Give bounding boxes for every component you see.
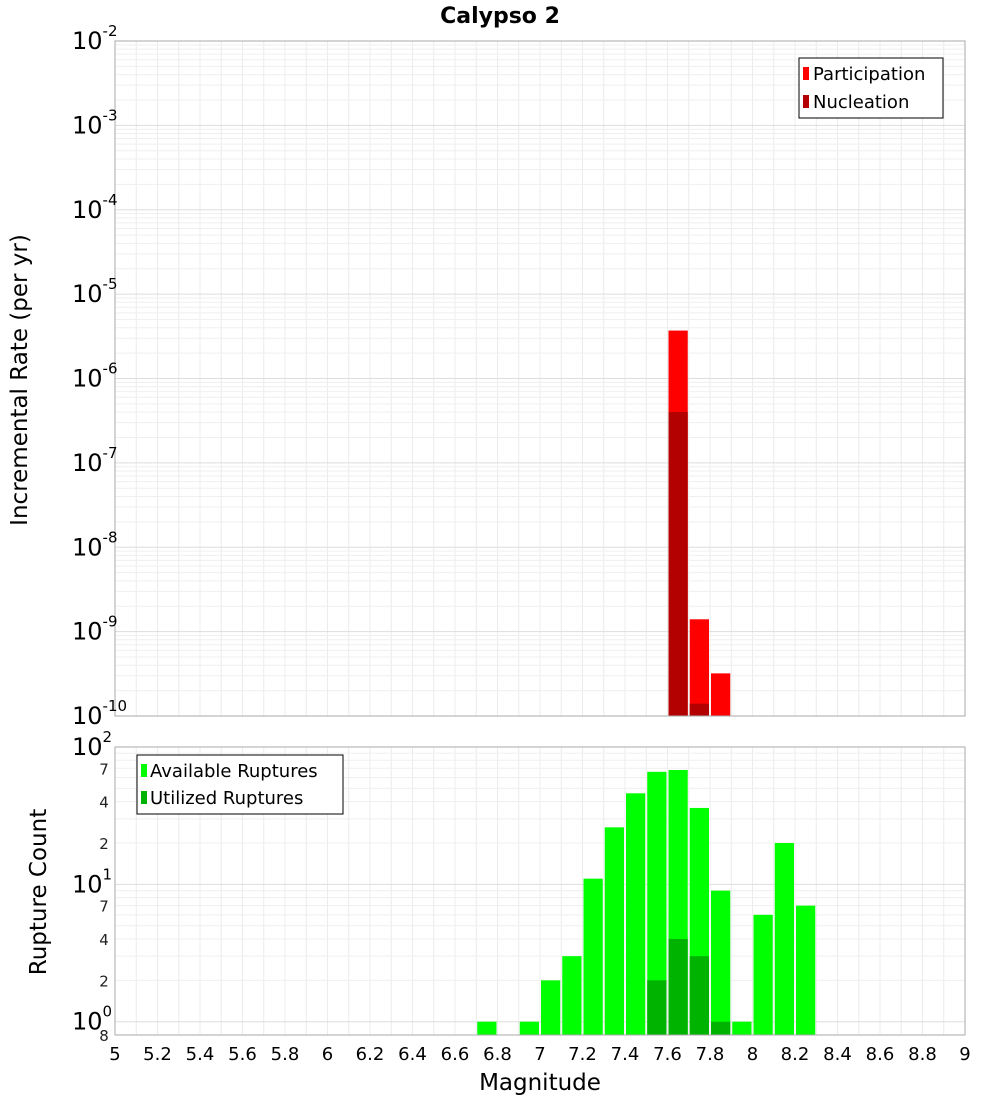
bottom-y-tick-labels: 100 101 102 8 2 4 7 2 4 7 [72, 728, 112, 1045]
top-y-tick-label: 10-7 [72, 444, 118, 477]
available-ruptures-bar [626, 793, 646, 1035]
bottom-plot: 100 101 102 8 2 4 7 2 4 7 5 5.2 5.4 5.6 5.8 6 6.2 6.4 6.6… [26, 728, 971, 1096]
x-tick-label: 5.4 [186, 1044, 215, 1065]
top-y-tick-label: 10-10 [72, 697, 127, 730]
top-y-tick-label: 10-3 [72, 106, 118, 139]
x-tick-label: 7.2 [568, 1044, 597, 1065]
bottom-y-minor-label: 2 [99, 835, 109, 853]
legend-label-nucleation: Nucleation [813, 92, 909, 113]
legend-swatch-available [141, 764, 147, 777]
legend-label-utilized: Utilized Ruptures [150, 788, 303, 809]
x-tick-label: 5.2 [143, 1044, 172, 1065]
x-tick-label: 8 [747, 1044, 758, 1065]
x-tick-label: 8.8 [908, 1044, 937, 1065]
utilized-ruptures-bar [647, 980, 667, 1035]
top-y-axis-label: Incremental Rate (per yr) [7, 234, 33, 526]
available-ruptures-bar [753, 914, 773, 1035]
x-tick-label: 6 [322, 1044, 333, 1065]
available-ruptures-bar [774, 843, 794, 1035]
x-tick-label: 7 [534, 1044, 545, 1065]
top-y-tick-label: 10-9 [72, 613, 118, 646]
available-ruptures-bar [647, 771, 667, 1035]
legend-swatch-nucleation [803, 95, 809, 108]
x-tick-label: 5.8 [271, 1044, 300, 1065]
bottom-y-minor-label: 2 [99, 972, 109, 990]
bottom-y-major-label: 101 [72, 865, 112, 898]
chart-title: Calypso 2 [440, 4, 560, 29]
utilized-ruptures-bar [689, 956, 709, 1035]
participation-bar [689, 619, 709, 716]
bottom-plot-bars [477, 770, 816, 1035]
nucleation-bar [668, 412, 688, 716]
x-tick-label: 7.4 [611, 1044, 640, 1065]
legend-label-participation: Participation [813, 64, 925, 85]
legend-label-available: Available Ruptures [150, 761, 318, 782]
legend-swatch-participation [803, 67, 809, 80]
available-ruptures-bar [519, 1021, 539, 1035]
available-ruptures-bar [583, 878, 603, 1035]
available-ruptures-bar [604, 827, 624, 1035]
x-tick-label: 6.4 [398, 1044, 427, 1065]
top-y-tick-label: 10-2 [72, 22, 118, 55]
bottom-y-major-label: 102 [72, 728, 112, 761]
x-tick-label: 5 [109, 1044, 120, 1065]
x-tick-label: 8.6 [866, 1044, 895, 1065]
top-y-tick-label: 10-5 [72, 275, 118, 308]
legend-swatch-utilized [141, 791, 147, 804]
available-ruptures-bar [562, 956, 582, 1035]
top-plot-grid [114, 41, 966, 717]
bottom-legend-box [136, 754, 344, 815]
x-tick-label: 6.6 [441, 1044, 470, 1065]
x-tick-label: 9 [959, 1044, 970, 1065]
top-plot-bars [668, 330, 731, 716]
top-plot-frame [114, 40, 966, 717]
available-ruptures-bar [796, 905, 816, 1035]
x-tick-label: 8.4 [823, 1044, 852, 1065]
x-axis-label: Magnitude [479, 1070, 601, 1096]
participation-bar [711, 673, 731, 716]
top-legend: Participation Nucleation [798, 57, 944, 119]
x-tick-label: 6.8 [483, 1044, 512, 1065]
bottom-legend: Available Ruptures Utilized Ruptures [136, 754, 344, 815]
top-y-tick-label: 10-8 [72, 528, 118, 561]
available-ruptures-bar [477, 1021, 497, 1035]
top-y-tick-labels: 10-10 10-9 10-8 10-7 10-6 10-5 10-4 10-3 10-2 [72, 22, 127, 730]
bottom-plot-frame [114, 746, 966, 1036]
available-ruptures-bar [711, 890, 731, 1035]
utilized-ruptures-bar [711, 1021, 731, 1035]
x-tick-label: 5.6 [228, 1044, 257, 1065]
available-ruptures-bar [732, 1021, 752, 1035]
bottom-y-minor-label: 4 [99, 794, 109, 812]
x-tick-label: 8.2 [781, 1044, 810, 1065]
x-tick-label: 7.6 [653, 1044, 682, 1065]
top-y-tick-label: 10-4 [72, 191, 118, 224]
bottom-y-axis-label: Rupture Count [26, 809, 52, 975]
top-plot: 10-10 10-9 10-8 10-7 10-6 10-5 10-4 10-3 10-2 In… [7, 22, 966, 730]
utilized-ruptures-bar [668, 939, 688, 1035]
x-tick-label: 7.8 [696, 1044, 725, 1065]
bottom-y-minor-label: 7 [99, 898, 109, 916]
top-y-tick-label: 10-6 [72, 360, 118, 393]
bottom-y-major-label: 100 [72, 1003, 112, 1036]
nucleation-bar [689, 703, 709, 716]
bottom-y-minor-label: 8 [99, 1027, 109, 1045]
x-tick-labels: 5 5.2 5.4 5.6 5.8 6 6.2 6.4 6.6 6.8 7 7.2 7.4 7.6 7.8 8… [109, 1044, 970, 1065]
top-legend-box [798, 57, 944, 119]
bottom-y-minor-label: 7 [99, 760, 109, 778]
bottom-y-minor-label: 4 [99, 931, 109, 949]
available-ruptures-bar [541, 980, 561, 1035]
x-tick-label: 6.2 [356, 1044, 385, 1065]
